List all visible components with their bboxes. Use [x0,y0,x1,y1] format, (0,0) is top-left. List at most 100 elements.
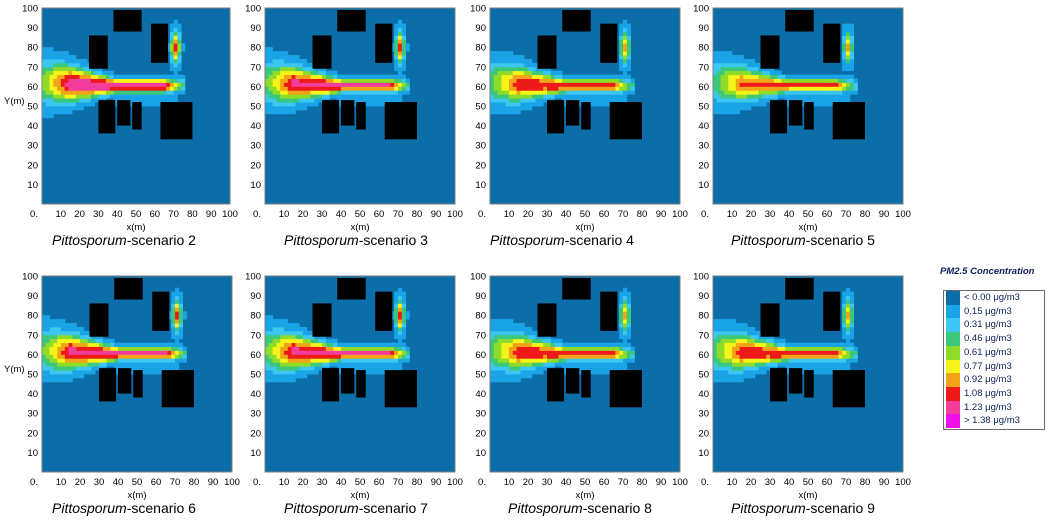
concentration-cell [148,370,153,375]
concentration-cell [562,102,567,107]
concentration-cell [352,82,357,87]
concentration-cell [535,338,540,344]
concentration-cell [724,334,729,340]
concentration-cell [808,350,813,355]
concentration-cell [318,98,323,103]
y-tick-label: 20 [698,428,709,439]
concentration-cell [512,90,517,95]
concentration-cell [401,86,406,91]
concentration-cell [57,323,62,328]
concentration-cell [398,334,403,340]
concentration-cell [562,362,567,367]
concentration-cell [849,35,854,40]
concentration-cell [607,358,612,363]
concentration-cell [501,334,506,340]
concentration-cell [72,62,77,68]
concentration-cell [57,342,62,347]
concentration-cell [91,358,96,363]
concentration-cell [352,362,357,367]
concentration-cell [102,358,107,363]
concentration-cell [531,330,536,336]
concentration-cell [781,86,786,91]
concentration-cell [846,90,851,95]
concentration-cell [268,358,273,363]
concentration-cell [732,319,737,324]
concentration-cell [394,74,399,79]
concentration-cell [735,82,740,87]
concentration-cell [398,31,403,36]
concentration-cell [716,55,721,60]
concentration-cell [531,62,536,68]
concentration-cell [49,346,54,351]
concentration-cell [853,346,858,351]
concentration-cell [133,346,138,351]
concentration-cell [287,55,292,60]
concentration-cell [83,342,88,347]
concentration-cell [592,342,597,347]
concentration-cell [524,82,529,87]
concentration-cell [493,362,498,367]
concentration-cell [611,90,616,95]
concentration-cell [333,70,338,76]
concentration-cell [151,94,156,99]
concentration-cell [143,82,148,87]
y-tick-label: 50 [475,370,486,381]
concentration-cell [314,346,319,351]
concentration-cell [842,295,847,300]
concentration-cell [49,94,54,99]
concentration-cell [268,47,273,52]
concentration-cell [276,342,281,347]
concentration-cell [604,86,609,91]
concentration-cell [390,82,395,87]
concentration-cell [287,90,292,95]
concentration-cell [827,346,832,351]
concentration-cell [619,346,624,351]
concentration-cell [390,315,395,320]
concentration-cell [754,74,759,79]
concentration-cell [505,370,510,375]
concentration-cell [846,366,851,371]
building-block [562,277,591,300]
concentration-cell [728,326,733,332]
concentration-cell [770,66,775,72]
concentration-cell [539,102,544,107]
concentration-cell [291,350,296,355]
concentration-cell [535,78,540,83]
concentration-cell [265,78,270,83]
y-tick-label: 10 [475,448,486,459]
concentration-cell [770,362,775,367]
concentration-cell [99,350,104,355]
concentration-cell [76,346,81,351]
concentration-cell [516,326,521,332]
y-tick-label: 50 [250,370,261,381]
concentration-cell [849,74,854,79]
concentration-cell [766,78,771,83]
y-tick-label: 100 [693,4,709,15]
concentration-cell [175,291,180,296]
concentration-cell [268,370,273,375]
concentration-cell [268,98,273,103]
concentration-cell [280,78,285,83]
concentration-cell [129,346,134,351]
concentration-cell [152,358,157,363]
concentration-cell [287,342,292,347]
concentration-cell [57,377,62,383]
concentration-cell [528,74,533,79]
concentration-cell [284,358,289,363]
concentration-cell [159,346,164,351]
concentration-cell [177,35,182,40]
concentration-cell [159,354,164,359]
concentration-cell [623,299,628,304]
concentration-cell [171,350,176,355]
concentration-cell [607,350,612,355]
concentration-cell [777,358,782,363]
concentration-cell [493,62,498,68]
concentration-cell [842,330,847,336]
concentration-cell [280,370,285,375]
concentration-cell [611,358,616,363]
concentration-cell [630,90,635,95]
concentration-cell [853,90,858,95]
concentration-cell [169,82,174,87]
building-block [581,102,591,130]
concentration-cell [306,330,311,336]
